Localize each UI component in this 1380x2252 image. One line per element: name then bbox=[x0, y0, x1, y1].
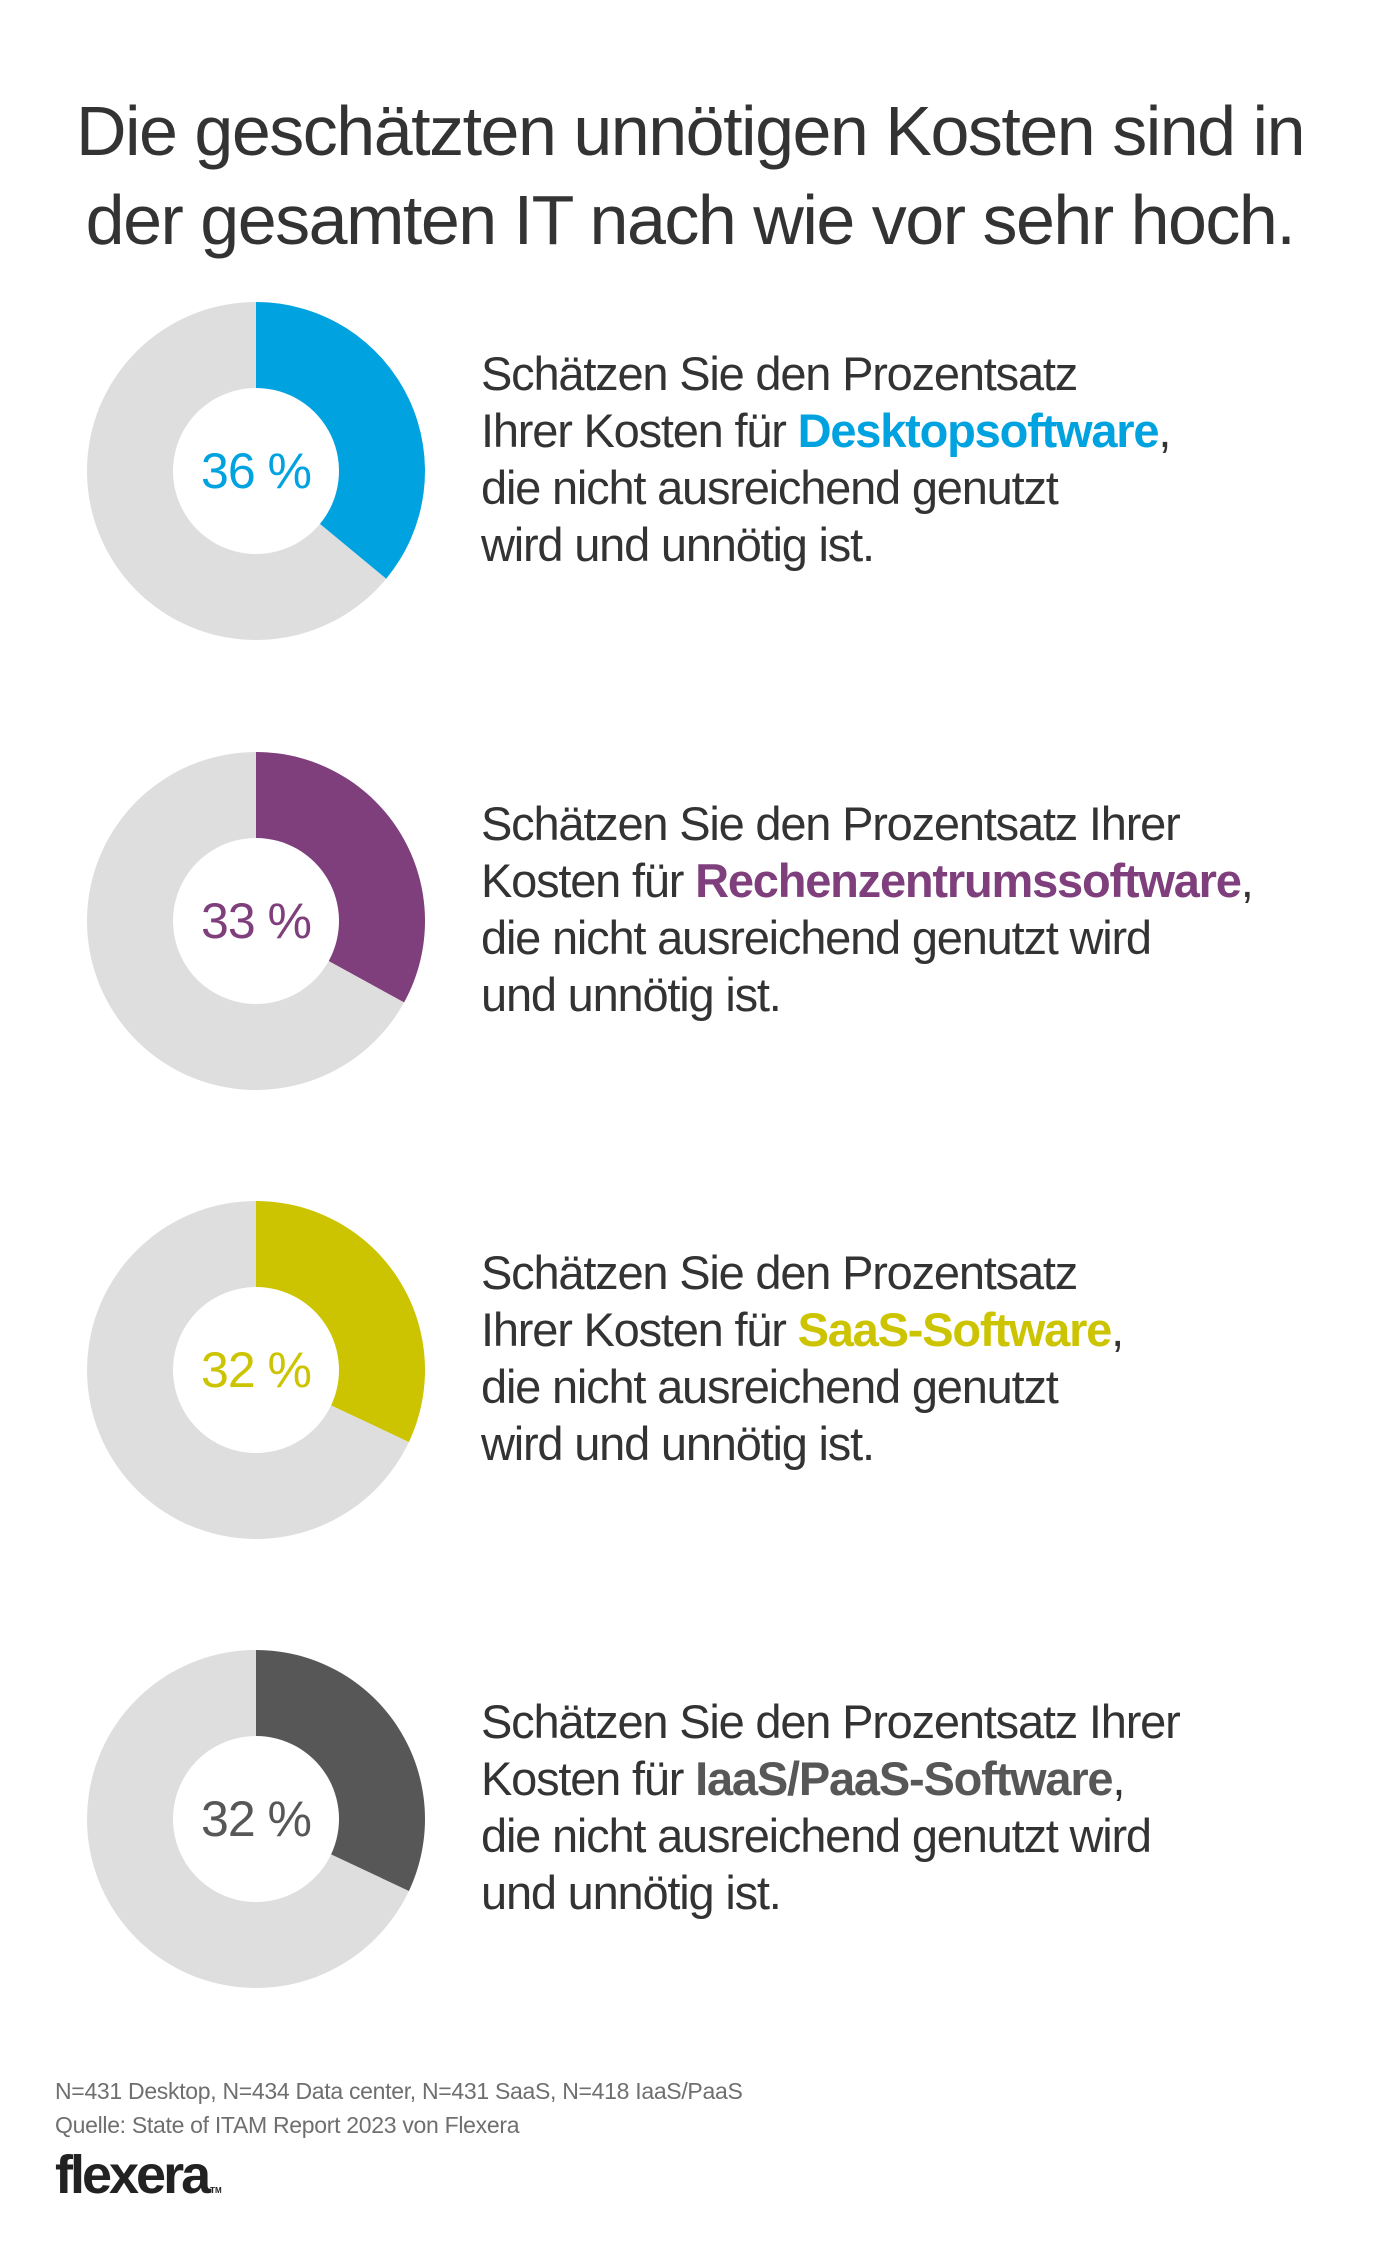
question-line: die nicht ausreichend genutzt wird bbox=[481, 909, 1341, 966]
question-line: Ihrer Kosten für Desktopsoftware, bbox=[481, 402, 1341, 459]
text-segment: und unnötig ist. bbox=[481, 968, 782, 1021]
text-segment: Schätzen Sie den Prozentsatz bbox=[481, 1246, 1078, 1299]
question-line: die nicht ausreichend genutzt wird bbox=[481, 1807, 1341, 1864]
trademark-symbol: TM bbox=[210, 2186, 222, 2195]
text-segment: die nicht ausreichend genutzt bbox=[481, 1360, 1059, 1413]
question-line: Kosten für Rechenzentrumssoftware, bbox=[481, 852, 1341, 909]
text-segment: Schätzen Sie den Prozentsatz Ihrer bbox=[481, 797, 1181, 850]
question-line: die nicht ausreichend genutzt bbox=[481, 1358, 1341, 1415]
question-text: Schätzen Sie den Prozentsatz Ihrer Koste… bbox=[481, 1244, 1341, 1472]
percentage-label: 32 % bbox=[201, 1791, 312, 1847]
text-segment: Kosten für bbox=[481, 1752, 696, 1805]
question-line: Ihrer Kosten für SaaS-Software, bbox=[481, 1301, 1341, 1358]
text-segment: die nicht ausreichend genutzt wird bbox=[481, 1809, 1152, 1862]
stat-item-data-center: 33 % Schätzen Sie den Prozentsatz Ihrer … bbox=[0, 749, 1380, 1109]
donut-chart-data-center bbox=[84, 749, 428, 1093]
donut-chart-iaas-paas bbox=[84, 1647, 428, 1991]
donut-remainder-segment bbox=[86, 1650, 409, 1988]
highlight-category: Rechenzentrumssoftware bbox=[695, 854, 1242, 907]
highlight-category: IaaS/PaaS-Software bbox=[695, 1752, 1113, 1805]
title-line-2: der gesamten IT nach wie vor sehr hoch. bbox=[85, 180, 1296, 259]
donut-value-segment bbox=[256, 1201, 425, 1442]
text-segment: , bbox=[1158, 404, 1171, 457]
question-text: Schätzen Sie den Prozentsatz Ihrer Koste… bbox=[481, 345, 1341, 573]
question-line: die nicht ausreichend genutzt bbox=[481, 459, 1341, 516]
donut-chart-desktop bbox=[84, 299, 428, 643]
donut-value-segment bbox=[256, 302, 425, 579]
footer-notes: N=431 Desktop, N=434 Data center, N=431 … bbox=[55, 2074, 743, 2142]
page-title: Die geschätzten unnötigen Kosten sind in… bbox=[0, 87, 1380, 265]
question-line: und unnötig ist. bbox=[481, 1864, 1341, 1921]
text-segment: und unnötig ist. bbox=[481, 1866, 782, 1919]
donut-chart-saas bbox=[84, 1198, 428, 1542]
donut-svg bbox=[87, 752, 426, 1090]
question-text: Schätzen Sie den Prozentsatz Ihrer Koste… bbox=[481, 795, 1341, 1023]
text-segment: die nicht ausreichend genutzt bbox=[481, 461, 1059, 514]
title-line-1: Die geschätzten unnötigen Kosten sind in bbox=[75, 91, 1306, 170]
question-text: Schätzen Sie den Prozentsatz Ihrer Koste… bbox=[481, 1693, 1341, 1921]
highlight-category: SaaS-Software bbox=[797, 1303, 1113, 1356]
question-line: wird und unnötig ist. bbox=[481, 1415, 1341, 1472]
question-line: Schätzen Sie den Prozentsatz bbox=[481, 1244, 1341, 1301]
logo-wordmark: flexera bbox=[55, 2145, 211, 2205]
question-line: und unnötig ist. bbox=[481, 966, 1341, 1023]
stat-item-desktop: 36 % Schätzen Sie den Prozentsatz Ihrer … bbox=[0, 299, 1380, 659]
stat-item-iaas-paas: 32 % Schätzen Sie den Prozentsatz Ihrer … bbox=[0, 1647, 1380, 2007]
donut-svg bbox=[86, 1201, 425, 1539]
text-segment: Schätzen Sie den Prozentsatz Ihrer bbox=[481, 1695, 1181, 1748]
text-segment: Schätzen Sie den Prozentsatz bbox=[481, 347, 1078, 400]
donut-svg bbox=[87, 302, 425, 640]
percentage-label: 36 % bbox=[201, 443, 312, 499]
donut-svg bbox=[86, 1650, 425, 1988]
donut-remainder-segment bbox=[87, 302, 387, 640]
text-segment: Ihrer Kosten für bbox=[481, 1303, 798, 1356]
question-line: Schätzen Sie den Prozentsatz Ihrer bbox=[481, 1693, 1341, 1750]
question-line: Schätzen Sie den Prozentsatz Ihrer bbox=[481, 795, 1341, 852]
text-segment: Ihrer Kosten für bbox=[481, 404, 798, 457]
percentage-label: 32 % bbox=[201, 1342, 312, 1398]
text-segment: wird und unnötig ist. bbox=[481, 518, 875, 571]
flexera-logo: flexera TM bbox=[55, 2148, 222, 2218]
text-segment: Kosten für bbox=[481, 854, 696, 907]
percentage-label: 33 % bbox=[201, 893, 312, 949]
highlight-category: Desktopsoftware bbox=[797, 404, 1160, 457]
question-line: Kosten für IaaS/PaaS-Software, bbox=[481, 1750, 1341, 1807]
text-segment: , bbox=[1112, 1752, 1125, 1805]
text-segment: die nicht ausreichend genutzt wird bbox=[481, 911, 1152, 964]
donut-remainder-segment bbox=[86, 1201, 409, 1539]
donut-remainder-segment bbox=[87, 752, 405, 1090]
question-line: wird und unnötig ist. bbox=[481, 516, 1341, 573]
question-line: Schätzen Sie den Prozentsatz bbox=[481, 345, 1341, 402]
donut-value-segment bbox=[256, 752, 426, 1003]
donut-value-segment bbox=[256, 1650, 425, 1891]
stat-item-saas: 32 % Schätzen Sie den Prozentsatz Ihrer … bbox=[0, 1198, 1380, 1558]
sample-size-note: N=431 Desktop, N=434 Data center, N=431 … bbox=[55, 2078, 743, 2104]
text-segment: wird und unnötig ist. bbox=[481, 1417, 875, 1470]
source-note: Quelle: State of ITAM Report 2023 von Fl… bbox=[55, 2112, 520, 2138]
text-segment: , bbox=[1111, 1303, 1124, 1356]
text-segment: , bbox=[1240, 854, 1254, 907]
